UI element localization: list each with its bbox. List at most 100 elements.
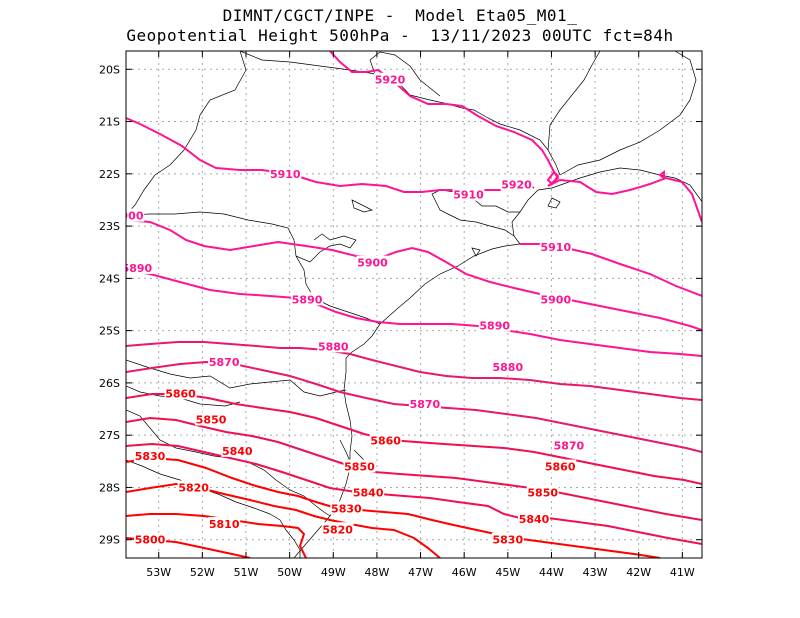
contour-label: 5840 bbox=[353, 487, 384, 500]
state-border bbox=[559, 51, 697, 176]
contour-label-bg bbox=[500, 177, 533, 191]
state-border bbox=[369, 51, 441, 97]
contour-label: 5810 bbox=[209, 518, 240, 531]
island bbox=[471, 247, 481, 257]
contour-label: 5900 bbox=[357, 257, 388, 270]
contour-label-bg bbox=[352, 485, 385, 499]
contour-label: 5870 bbox=[410, 398, 441, 411]
contour-label: 5850 bbox=[196, 413, 227, 426]
coastline bbox=[293, 167, 702, 558]
contour-labels: 5920 5920 5910 5910 5910 5900 5900 5900 5890 5890… bbox=[113, 72, 585, 547]
contour-label-bg bbox=[452, 187, 485, 201]
contour-label-bg bbox=[374, 72, 406, 86]
contour-label-bg bbox=[321, 522, 354, 536]
lat-tick-label: 24S bbox=[99, 272, 120, 285]
state-border bbox=[126, 359, 347, 397]
contour-label-bg bbox=[208, 354, 241, 368]
lon-tick-label: 42W bbox=[626, 566, 651, 579]
contour-label-bg bbox=[491, 360, 524, 374]
contour-5830 bbox=[126, 456, 661, 558]
contour-5860 bbox=[126, 393, 702, 485]
contour-label-bg bbox=[177, 480, 210, 494]
lat-tick-label: 22S bbox=[99, 168, 120, 181]
lat-tick-label: 29S bbox=[99, 534, 120, 547]
contour-label: 5920 bbox=[375, 74, 406, 87]
contour-label-bg bbox=[552, 438, 585, 452]
contour-label: 5830 bbox=[331, 502, 362, 515]
lat-tick-label: 21S bbox=[99, 116, 120, 129]
contour-5910 bbox=[126, 117, 535, 193]
contour-label: 5910 bbox=[270, 168, 301, 181]
contour-label-bg bbox=[291, 292, 324, 306]
contour-label-bg bbox=[195, 412, 228, 426]
contour-label-bg bbox=[126, 208, 145, 222]
contour-label: 5910 bbox=[453, 189, 484, 202]
contour-label-bg bbox=[369, 433, 402, 447]
contour-label: 5830 bbox=[135, 450, 166, 463]
contour-label-bg bbox=[478, 318, 511, 332]
contour-label-bg bbox=[539, 240, 572, 254]
lon-tick-label: 52W bbox=[190, 566, 215, 579]
contour-label: 5870 bbox=[554, 440, 585, 453]
lon-tick-label: 41W bbox=[670, 566, 695, 579]
contour-label: 5800 bbox=[135, 534, 166, 547]
contour-label-bg bbox=[126, 260, 153, 274]
state-border bbox=[126, 211, 381, 325]
contour-label-bg bbox=[221, 443, 254, 457]
contour-label-bg bbox=[134, 449, 166, 463]
lat-tick-label: 26S bbox=[99, 377, 120, 390]
contour-label-bg bbox=[269, 166, 302, 180]
contour-label: 5820 bbox=[178, 481, 209, 494]
contour-label: 5900 bbox=[113, 210, 144, 223]
contour-label: 5820 bbox=[322, 523, 353, 536]
lat-tick-label: 27S bbox=[99, 429, 120, 442]
contour-label-bg bbox=[208, 517, 241, 531]
coastline-and-borders bbox=[126, 51, 702, 558]
contour-small-loop bbox=[658, 170, 665, 180]
contour-label-bg bbox=[356, 255, 389, 269]
contour-label: 5920 bbox=[501, 178, 532, 191]
lon-tick-label: 49W bbox=[321, 566, 346, 579]
geopotential-contours bbox=[126, 51, 702, 558]
state-border bbox=[126, 51, 247, 216]
lon-tick-label: 47W bbox=[408, 566, 433, 579]
contour-5900 bbox=[126, 219, 702, 331]
contour-label-bg bbox=[539, 292, 572, 306]
lon-tick-label: 50W bbox=[277, 566, 302, 579]
contour-label: 5860 bbox=[370, 434, 401, 447]
contour-label: 5890 bbox=[292, 293, 323, 306]
contour-5880 bbox=[126, 341, 702, 401]
contour-label: 5850 bbox=[344, 461, 375, 474]
contour-label: 5860 bbox=[165, 387, 196, 400]
contour-small-loop bbox=[546, 170, 560, 186]
lat-tick-label: 20S bbox=[99, 63, 120, 76]
contour-label-bg bbox=[164, 386, 197, 400]
contour-5850 bbox=[126, 416, 702, 521]
lat-tick-label: 23S bbox=[99, 220, 120, 233]
island bbox=[547, 197, 561, 209]
contour-label: 5840 bbox=[222, 445, 253, 458]
contour-label-bg bbox=[330, 501, 363, 515]
contour-label: 5830 bbox=[493, 534, 524, 547]
contour-label: 5900 bbox=[541, 293, 572, 306]
lon-tick-label: 43W bbox=[583, 566, 608, 579]
lat-tick-label: 25S bbox=[99, 325, 120, 338]
contour-label: 5880 bbox=[318, 340, 349, 353]
lon-tick-label: 45W bbox=[495, 566, 520, 579]
contour-label: 5890 bbox=[479, 319, 510, 332]
lon-tick-label: 51W bbox=[234, 566, 259, 579]
contour-5890 bbox=[126, 269, 702, 357]
contour-label: 5870 bbox=[209, 356, 240, 369]
lon-tick-label: 46W bbox=[452, 566, 477, 579]
contour-label-bg bbox=[408, 396, 441, 410]
contour-label: 5860 bbox=[545, 461, 576, 474]
state-border bbox=[269, 513, 301, 558]
state-border bbox=[295, 233, 357, 263]
contour-label-bg bbox=[491, 532, 524, 546]
contour-label-bg bbox=[526, 485, 559, 499]
lon-tick-label: 48W bbox=[364, 566, 389, 579]
contour-label: 5850 bbox=[527, 487, 558, 500]
contour-5810 bbox=[126, 513, 307, 558]
state-border bbox=[431, 189, 520, 237]
